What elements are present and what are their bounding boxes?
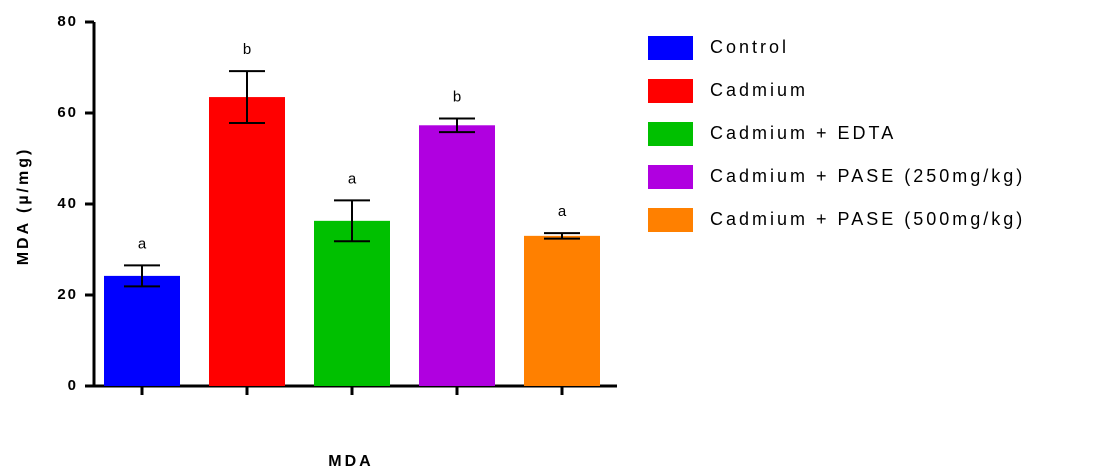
legend: Control Cadmium Cadmium + EDTA Cadmium + PA… bbox=[648, 36, 1025, 232]
y-axis-title: MDA (µ/mg) bbox=[15, 147, 32, 266]
x-axis-title: MDA bbox=[328, 453, 373, 467]
bar bbox=[209, 97, 285, 386]
bar bbox=[419, 125, 495, 386]
significance-letter: a bbox=[348, 170, 357, 187]
y-tick-label: 20 bbox=[57, 286, 78, 303]
x-axis bbox=[93, 384, 617, 395]
significance-letter: a bbox=[138, 235, 147, 252]
bar bbox=[104, 275, 180, 386]
bar bbox=[314, 220, 390, 386]
legend-label: Control bbox=[710, 37, 789, 57]
y-axis: 0 20 40 60 80 bbox=[57, 13, 96, 394]
legend-label: Cadmium bbox=[710, 80, 808, 100]
legend-label: Cadmium + EDTA bbox=[710, 123, 896, 143]
significance-letter: b bbox=[453, 88, 461, 105]
error-bars bbox=[124, 70, 580, 288]
legend-swatch bbox=[648, 122, 693, 146]
y-tick-label: 0 bbox=[68, 377, 78, 394]
legend-swatch bbox=[648, 208, 693, 232]
significance-letter: a bbox=[558, 203, 567, 220]
y-tick-label: 80 bbox=[57, 13, 78, 30]
legend-swatch bbox=[648, 79, 693, 103]
y-tick-label: 60 bbox=[57, 104, 78, 121]
significance-letter: b bbox=[243, 41, 251, 58]
legend-swatch bbox=[648, 36, 693, 60]
legend-label: Cadmium + PASE (250mg/kg) bbox=[710, 166, 1025, 186]
y-tick-label: 40 bbox=[57, 195, 78, 212]
bar bbox=[524, 235, 600, 386]
legend-swatch bbox=[648, 165, 693, 189]
legend-label: Cadmium + PASE (500mg/kg) bbox=[710, 209, 1025, 229]
bars bbox=[104, 97, 600, 386]
significance-labels: a b a b a bbox=[138, 41, 567, 252]
